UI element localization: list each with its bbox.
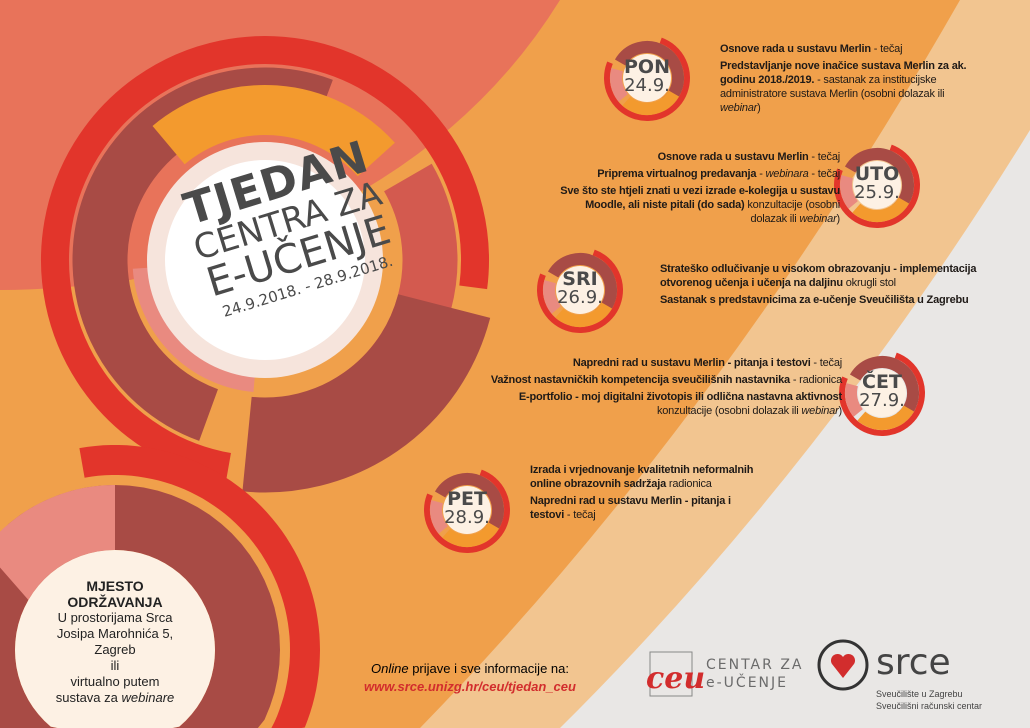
event-item: Napredni rad u sustavu Merlin - pitanja … — [530, 494, 760, 522]
event-detail: radionica — [666, 478, 712, 490]
event-detail: konzultacije (osobni dolazak ili — [656, 405, 802, 417]
event-title: Osnove rada u sustavu Merlin — [720, 43, 871, 55]
day-name: SRI — [562, 268, 598, 290]
venue-text: sustava za — [55, 690, 122, 705]
event-item: Predstavljanje nove inačice sustava Merl… — [720, 59, 980, 115]
event-item: Izrada i vrjednovanje kvalitetnih neform… — [530, 463, 760, 491]
srce-logo-text: srce — [876, 642, 951, 683]
day-date: 27.9. — [859, 390, 905, 411]
event-item: Važnost nastavničkih kompetencija sveuči… — [490, 373, 842, 387]
place-ring-outer-arc — [79, 445, 321, 728]
event-title: Izrada i vrjednovanje kvalitetnih neform… — [530, 464, 754, 490]
event-detail: - sastanak za institucijske administrato… — [720, 74, 945, 100]
event-title: Napredni rad u sustavu Merlin - pitanja … — [572, 357, 811, 369]
day-date: 25.9. — [854, 182, 900, 203]
event-item: Sastanak s predstavnicima za e-učenje Sv… — [660, 293, 1000, 307]
event-detail: webinar — [720, 102, 758, 114]
place-ring — [0, 445, 321, 728]
day-date: 28.9. — [444, 507, 490, 528]
event-detail: ) — [757, 102, 761, 114]
ceu-logo-text: CENTAR ZA e-UČENJE — [706, 656, 803, 692]
event-item: Osnove rada u sustavu Merlin - tečaj — [720, 42, 980, 56]
event-title: Sastanak s predstavnicima za e-učenje Sv… — [660, 294, 969, 306]
event-detail: ) — [838, 405, 843, 417]
day-badge: PET 28.9. — [441, 490, 493, 527]
venue-info: MJESTO ODRŽAVANJA U prostorijama Srca Jo… — [40, 578, 190, 706]
day-events: Izrada i vrjednovanje kvalitetnih neform… — [530, 463, 760, 525]
event-detail: - tečaj — [870, 43, 903, 55]
event-item: Strateško odlučivanje u visokom obrazova… — [660, 262, 1000, 290]
day-badge: SRI 26.9. — [554, 270, 606, 307]
event-item: Priprema virtualnog predavanja - webinar… — [560, 167, 840, 181]
venue-heading-2: ODRŽAVANJA — [67, 594, 163, 610]
srce-logo-mark — [817, 639, 869, 691]
event-title: Sve što ste htjeli znati u vezi izrade e… — [560, 185, 840, 211]
event-title: Strateško odlučivanje u visokom obrazova… — [660, 263, 977, 289]
event-item: Napredni rad u sustavu Merlin - pitanja … — [490, 356, 842, 370]
event-title: Osnove rada u sustavu Merlin — [657, 151, 809, 163]
day-events: Strateško odlučivanje u visokom obrazova… — [660, 262, 1000, 310]
event-title: E-portfolio - moj digitalni životopis il… — [518, 391, 842, 403]
day-name: ČET — [862, 371, 902, 393]
event-detail: webinar — [801, 405, 839, 417]
venue-line: ili — [110, 658, 120, 673]
event-detail: - tečaj — [810, 357, 842, 369]
event-item: Sve što ste htjeli znati u vezi izrade e… — [560, 184, 840, 226]
registration-info: Online prijave i sve informacije na: www… — [340, 660, 600, 696]
event-detail: - — [756, 168, 766, 180]
registration-text: prijave i sve informacije na: — [408, 661, 569, 676]
srce-sub-2: Sveučilišni računski centar — [876, 701, 983, 711]
day-badge: ČET 27.9. — [856, 373, 908, 410]
event-item: Osnove rada u sustavu Merlin - tečaj — [560, 150, 841, 164]
event-detail: - tečaj — [808, 168, 840, 180]
event-detail: - tečaj — [808, 151, 840, 163]
day-events: Napredni rad u sustavu Merlin - pitanja … — [490, 356, 842, 421]
ceu-line-2: e-UČENJE — [706, 675, 788, 691]
venue-text-italic: webinare — [121, 690, 175, 705]
venue-address: Josipa Marohnića 5, Zagreb — [56, 626, 174, 657]
day-name: PON — [624, 56, 670, 78]
online-label: Online — [371, 661, 409, 676]
event-item: E-portfolio - moj digitalni životopis il… — [490, 390, 842, 418]
event-title: Važnost nastavničkih kompetencija sveuči… — [490, 374, 790, 386]
event-title: Predstavljanje nove inačice sustava Merl… — [720, 60, 967, 86]
day-events: Osnove rada u sustavu Merlin - tečaj Pred… — [720, 42, 980, 118]
venue-heading-1: MJESTO — [86, 578, 144, 594]
day-date: 24.9. — [624, 75, 670, 96]
srce-sub-1: Sveučilište u Zagrebu — [876, 689, 963, 699]
day-name: UTO — [854, 163, 900, 185]
event-detail: webinara — [765, 168, 809, 180]
ceu-line-1: CENTAR ZA — [706, 657, 804, 673]
place-ring-accent — [0, 485, 115, 600]
event-detail: okrugli stol — [842, 277, 896, 289]
day-events: Osnove rada u sustavu Merlin - tečaj Prip… — [560, 150, 840, 229]
venue-line: U prostorijama Srca — [57, 610, 173, 625]
day-badge: UTO 25.9. — [851, 165, 903, 202]
venue-line: virtualno putem — [70, 674, 160, 689]
svg-text:ceu: ceu — [646, 661, 705, 696]
event-detail: - tečaj — [564, 509, 596, 521]
event-detail: konzultacije (osobni dolazak ili — [744, 199, 840, 225]
registration-link[interactable]: www.srce.unizg.hr/ceu/tjedan_ceu — [364, 679, 576, 694]
ceu-logo-mark: ceu — [646, 651, 705, 697]
venue-line: sustava za webinare — [40, 690, 190, 706]
event-title: Napredni rad u sustavu Merlin - pitanja … — [530, 495, 731, 521]
day-name: PET — [447, 488, 487, 510]
event-title: Priprema virtualnog predavanja — [597, 168, 757, 180]
place-ring-center — [15, 550, 215, 728]
event-detail: - radionica — [789, 374, 842, 386]
event-detail: webinar — [799, 213, 837, 225]
day-badge: PON 24.9. — [621, 58, 673, 95]
srce-subtitle: Sveučilište u Zagrebu Sveučilišni računs… — [876, 688, 982, 712]
day-date: 26.9. — [557, 287, 603, 308]
event-detail: ) — [836, 213, 841, 225]
